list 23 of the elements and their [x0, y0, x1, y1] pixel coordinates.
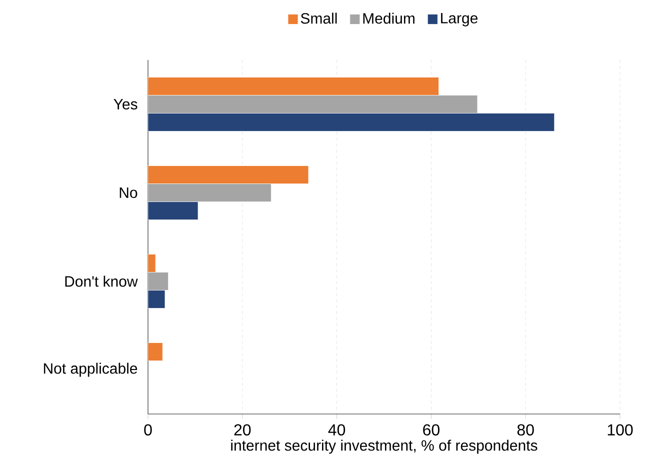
bar: [148, 202, 198, 220]
y-tick-label: No: [120, 188, 138, 198]
y-tick-label: Don't know: [65, 276, 138, 287]
y-tick-label: Yes: [114, 99, 138, 110]
bar: [148, 95, 478, 114]
bar: [148, 342, 163, 361]
bar: [148, 272, 168, 290]
legend-label: Medium: [363, 12, 414, 24]
bar: [148, 166, 309, 184]
legend-label: Small: [300, 12, 337, 24]
x-tick-label: 80: [517, 424, 534, 436]
bar: [148, 77, 439, 96]
bar: [148, 290, 166, 308]
x-tick-label: 20: [234, 424, 251, 436]
bar: [148, 184, 272, 202]
y-tick-label: Not applicable: [44, 362, 138, 377]
bar: [148, 113, 555, 132]
legend-label: Large: [441, 12, 478, 26]
x-tick-label: 100: [608, 424, 633, 436]
x-tick-label: 60: [423, 424, 440, 436]
x-tick-label: 40: [328, 424, 346, 436]
x-axis-title: internet security investment, % of respondents: [231, 440, 538, 454]
x-tick-label: 0: [144, 424, 152, 436]
